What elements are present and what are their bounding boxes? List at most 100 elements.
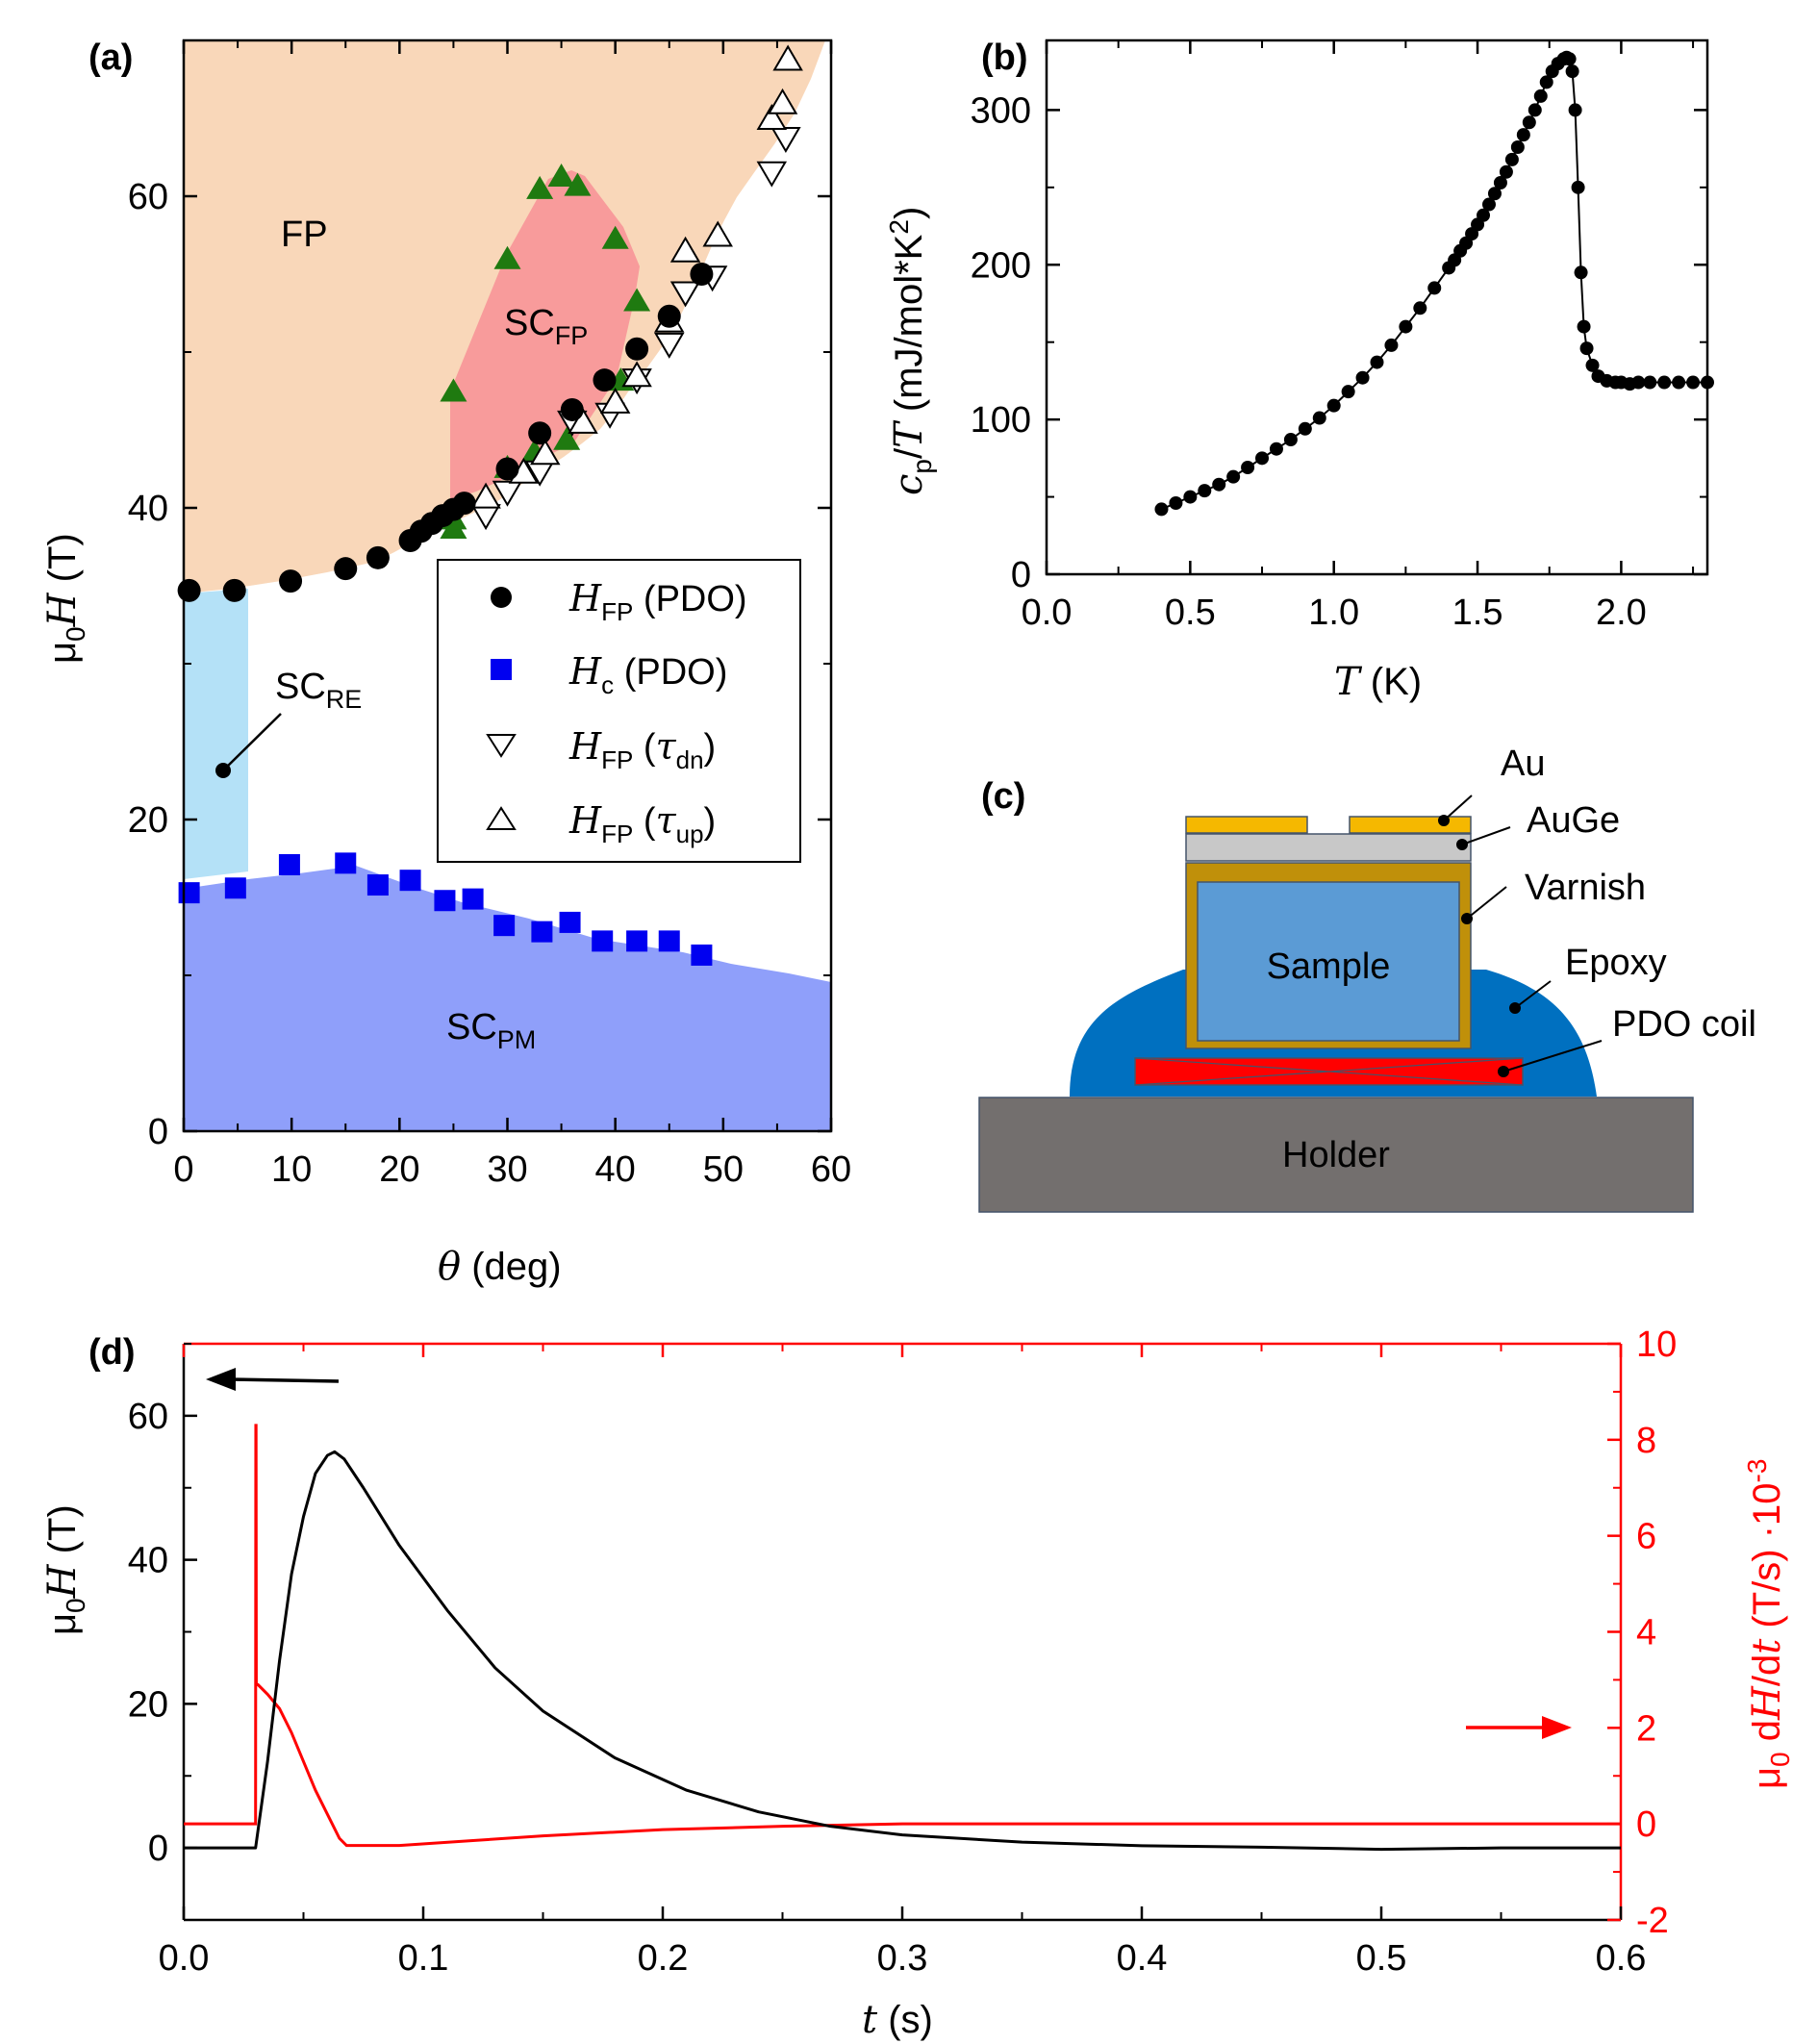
panel-a: (a) FP SCFP SCRE SCPM HFP (PDO) Hc (PDO)… [40,38,851,1289]
epoxy-label: Epoxy [1565,943,1667,983]
cp-marker [1413,301,1427,315]
hc-pdo-marker [531,921,553,943]
panel-d-y2-tick-label: 10 [1636,1325,1677,1365]
panel-d-x-tick-label: 0.0 [159,1938,210,1979]
panel-b-y-tick-label: 300 [971,90,1031,131]
au-callout-line [1443,795,1473,821]
scfp-green-triangle-marker [526,175,554,199]
hc-pdo-marker [658,930,680,952]
panel-b-data [1154,50,1714,517]
hfp-tauup-marker [702,220,733,247]
cp-marker [1312,411,1326,425]
cp-marker [1399,319,1413,334]
cp-marker [1481,197,1496,212]
panel-b-xlabel: T (K) [1334,660,1422,704]
panel-d-x-tick-label: 0.4 [1117,1938,1168,1979]
hfp-tauup-marker [470,482,501,509]
hfp-pdo-marker [452,492,476,516]
panel-a-x-tick-label: 20 [379,1149,419,1190]
hfp-pdo-marker [690,263,714,286]
panel-d-y2-tick-label: 2 [1636,1708,1656,1749]
varnish-callout-dot [1461,913,1473,924]
cp-marker [1326,398,1341,413]
hfp-tauup-marker [756,104,788,130]
cp-marker [1579,341,1594,356]
left-axis-arrow-head [206,1368,236,1391]
cp-marker [1585,358,1600,372]
panel-a-xlabel: θ (deg) [438,1245,562,1289]
panel-a-x-tick-label: 60 [811,1149,851,1190]
cp-marker [1672,375,1686,390]
pdo-coil [1134,1057,1524,1086]
panel-b: (b) 0.0 0.5 1.0 1.5 2.0 0 100 200 300 T (K) cp/T… [884,38,1714,704]
panel-b-x-tick-label: 2.0 [1596,593,1647,633]
cp-marker [1701,375,1714,390]
scpm-region [184,866,831,1131]
hfp-pdo-marker [177,578,201,602]
panel-a-ylabel: μ0H (T) [40,533,90,664]
cp-marker [1533,88,1548,103]
cp-marker [1226,469,1241,484]
legend-circle-marker [491,587,512,608]
cp-marker [1510,140,1525,154]
panel-d: (d) 0.0 0.1 0.2 0.3 0.4 0.5 0.6 0 20 40 60 -2 0 2 4 6 8 1… [40,1325,1795,2042]
scfp-green-triangle-marker [440,378,467,402]
au-callout-dot [1438,815,1450,826]
hc-pdo-marker [626,930,648,952]
panel-b-ylabel: cp/T (mJ/mol*K2) [884,207,937,495]
fp-region-label: FP [281,214,328,255]
panel-d-x-tick-label: 0.2 [638,1938,689,1979]
dhdt-curve [184,1424,1621,1848]
scre-region [184,589,248,879]
panel-d-label: (d) [88,1332,136,1373]
panel-d-y-tick-label: 40 [128,1541,168,1581]
panel-d-x-tick-label: 0.6 [1596,1938,1647,1979]
hfp-taudn-marker [654,332,685,359]
panel-a-x-tick-label: 10 [271,1149,312,1190]
pdo-coil-winding-2 [1134,1057,1524,1086]
au-label: Au [1501,744,1545,784]
panel-d-y-tick-label: 20 [128,1684,168,1725]
panel-a-x-tick-label: 30 [487,1149,527,1190]
holder-label: Holder [1282,1135,1390,1175]
scfp-green-triangle-marker [601,225,629,249]
panel-d-y2-tick-label: 0 [1636,1804,1656,1845]
hfp-pdo-marker [560,397,584,421]
hfp-pdo-marker [279,569,303,593]
cp-marker [1516,128,1530,142]
hfp-taudn-marker [756,161,788,188]
hc-pdo-marker [366,874,389,896]
pdo-callout-line [1502,1040,1603,1072]
sample-label: Sample [1267,946,1391,987]
cp-marker [1477,208,1491,222]
au-contact-right [1349,816,1472,834]
cp-marker [1370,355,1384,369]
scfp-green-triangle-marker [547,163,575,187]
panel-a-x-tick-label: 40 [595,1149,636,1190]
sample-block [1197,881,1460,1042]
hc-pdo-marker [224,877,246,899]
panel-d-axis-arrows [206,1368,1572,1739]
panel-b-y-tick-label: 0 [1011,555,1031,595]
panel-a-axes: 0 10 20 30 40 50 60 0 20 40 60 [128,38,851,1190]
panel-d-data [184,1424,1621,1852]
panel-d-axes: 0.0 0.1 0.2 0.3 0.4 0.5 0.6 0 20 40 60 -2 0 2 4 6 8 10 [128,1325,1678,1979]
cp-marker [1504,152,1519,166]
hfp-pdo-marker [366,545,390,569]
scfp-green-triangle-marker [564,172,592,196]
cp-marker [1562,52,1577,66]
cp-marker [1574,265,1588,280]
cp-marker [1298,421,1312,436]
cp-marker [1565,64,1579,79]
panel-a-y-tick-label: 20 [128,800,168,841]
legend-triangle-down-marker [486,734,517,758]
cp-marker [1427,281,1442,295]
panel-a-legend: HFP (PDO) Hc (PDO) HFP (τdn) HFP (τup) [437,559,801,863]
panel-b-label: (b) [981,38,1028,78]
legend-item-hfp-taudn: HFP (τdn) [568,725,716,774]
panel-a-y-tick-label: 40 [128,489,168,529]
scpm-region-label: SCPM [446,1007,536,1054]
hc-pdo-marker [178,882,200,904]
scre-region-label: SCRE [275,667,362,714]
scfp-region [450,170,640,500]
